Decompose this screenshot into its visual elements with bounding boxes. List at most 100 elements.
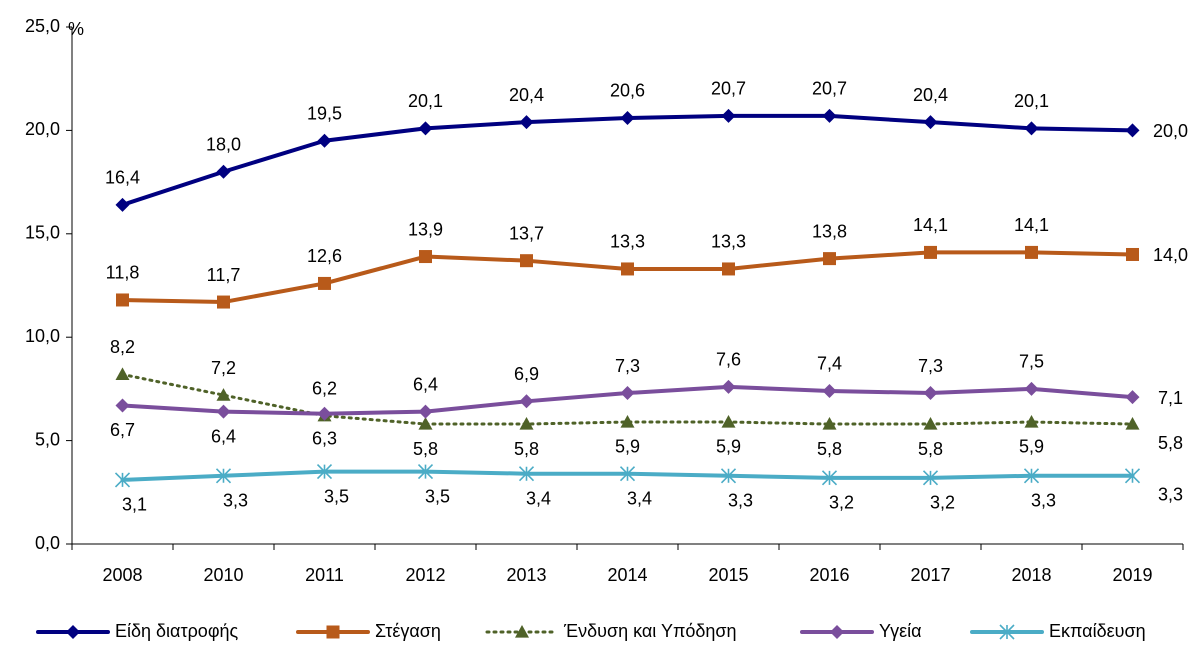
marker	[721, 414, 736, 428]
x-tick-label: 2008	[102, 565, 142, 585]
marker	[217, 295, 230, 309]
data-label: 5,9	[615, 437, 640, 457]
data-label: 16,4	[105, 168, 140, 188]
data-label: 20,7	[812, 79, 847, 99]
marker	[518, 466, 535, 482]
marker	[115, 197, 130, 212]
data-label: 20,4	[913, 85, 948, 105]
marker	[822, 417, 837, 430]
data-label: 3,1	[122, 495, 147, 515]
x-tick-label: 2011	[305, 565, 344, 585]
data-label: 3,4	[627, 488, 652, 508]
x-tick-label: 2017	[910, 565, 950, 585]
data-label: 5,8	[1158, 433, 1183, 453]
series-line	[120, 250, 1135, 305]
marker	[721, 108, 736, 123]
data-label: 7,5	[1019, 352, 1044, 372]
marker	[520, 254, 533, 268]
data-label: 20,1	[408, 91, 443, 111]
data-label: 3,2	[829, 493, 854, 513]
marker	[1126, 247, 1139, 261]
data-label: 6,4	[413, 374, 438, 394]
data-label: 13,9	[408, 219, 443, 239]
marker	[823, 252, 836, 266]
marker	[620, 414, 635, 428]
legend-item: Είδη διατροφής	[36, 621, 239, 641]
x-tick-label: 2018	[1011, 565, 1051, 585]
marker	[621, 262, 634, 276]
data-label: 11,8	[106, 263, 140, 283]
marker	[318, 276, 331, 290]
marker	[923, 386, 938, 401]
marker	[316, 464, 333, 480]
marker	[317, 133, 332, 148]
data-label: 12,6	[307, 246, 342, 266]
y-tick-label: 20,0	[25, 119, 60, 139]
marker	[1024, 121, 1039, 136]
x-tick-label: 2016	[809, 565, 849, 585]
marker	[317, 406, 332, 421]
marker	[830, 625, 844, 639]
marker	[418, 417, 433, 430]
data-label: 5,9	[716, 437, 741, 457]
marker	[326, 625, 340, 639]
data-label: 14,1	[913, 215, 948, 235]
marker	[519, 417, 534, 430]
data-label: 6,9	[514, 364, 539, 384]
legend-item: Υγεία	[800, 621, 922, 641]
data-label: 3,3	[223, 491, 248, 511]
marker	[620, 110, 635, 125]
data-label: 7,3	[918, 356, 943, 376]
series-line	[120, 113, 1135, 207]
data-label: 3,4	[526, 488, 551, 508]
legend-label: Στέγαση	[375, 621, 441, 641]
x-tick-label: 2013	[506, 565, 546, 585]
data-label: 11,7	[207, 265, 241, 285]
marker	[1125, 123, 1140, 138]
marker	[216, 164, 231, 179]
marker	[619, 466, 636, 482]
data-label: 3,2	[930, 493, 955, 513]
data-label: 20,6	[610, 81, 645, 101]
data-label: 8,2	[110, 337, 135, 357]
legend-item: Εκπαίδευση	[970, 621, 1146, 641]
data-label: 3,3	[728, 491, 753, 511]
data-label: 5,9	[1019, 437, 1044, 457]
data-label: 19,5	[307, 103, 342, 123]
data-label: 3,3	[1158, 485, 1183, 505]
y-axis-label: %	[68, 19, 84, 39]
marker	[1125, 390, 1140, 405]
marker	[215, 468, 232, 484]
data-label: 6,7	[110, 420, 135, 440]
marker	[1023, 468, 1040, 484]
y-tick-label: 5,0	[35, 429, 60, 449]
data-label: 20,1	[1014, 91, 1049, 111]
data-label: 20,0	[1153, 121, 1188, 141]
data-label: 5,8	[514, 439, 539, 459]
marker	[1024, 414, 1039, 428]
y-tick-label: 15,0	[25, 223, 60, 243]
marker	[924, 245, 937, 259]
data-label: 3,5	[324, 486, 349, 506]
marker	[418, 404, 433, 419]
marker	[515, 625, 529, 638]
data-label: 13,8	[812, 221, 847, 241]
marker	[1025, 245, 1038, 259]
x-tick-label: 2012	[405, 565, 445, 585]
data-label: 7,1	[1158, 388, 1183, 408]
y-tick-label: 0,0	[35, 533, 60, 553]
marker	[115, 367, 130, 381]
legend-label: Ένδυση και Υπόδηση	[563, 621, 737, 641]
marker	[216, 388, 231, 401]
x-tick-label: 2015	[708, 565, 748, 585]
data-label: 6,4	[211, 426, 236, 446]
data-label: 14,0	[1153, 245, 1188, 265]
data-label: 3,5	[425, 486, 450, 506]
data-label: 18,0	[206, 135, 241, 155]
data-label: 13,3	[711, 232, 746, 252]
marker	[114, 472, 131, 488]
marker	[419, 250, 432, 264]
marker	[519, 394, 534, 409]
legend-label: Εκπαίδευση	[1049, 621, 1146, 641]
